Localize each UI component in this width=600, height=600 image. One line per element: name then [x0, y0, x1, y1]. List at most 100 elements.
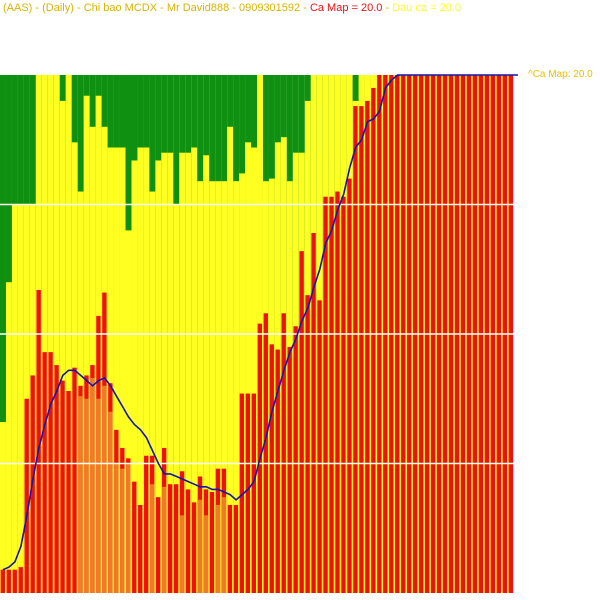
bar-ca-map: [156, 497, 161, 593]
header-separator: -: [32, 2, 43, 14]
bar-yellow: [155, 160, 162, 593]
bar-ca-map: [185, 489, 191, 593]
bar-ca-map: [287, 346, 292, 593]
bar-yellow: [5, 282, 12, 593]
bar-dau-ca: [84, 398, 89, 593]
bar-ca-map: [132, 481, 137, 593]
bar-yellow: [59, 100, 66, 594]
bar-dau-ca: [150, 484, 155, 593]
last-value-label: ^Ca Map: 20.0: [528, 69, 593, 80]
bar-ca-map: [173, 484, 179, 593]
bar-ca-map: [371, 87, 376, 593]
bar-yellow: [221, 181, 228, 593]
bar-ca-map: [275, 349, 280, 593]
bar-dau-ca: [90, 378, 95, 593]
bar-yellow: [143, 147, 150, 593]
header-indicator: Chi bao MCDX: [83, 2, 158, 14]
bar-yellow: [197, 181, 204, 593]
bar-ca-map: [317, 300, 322, 593]
header-author: Mr David888: [166, 2, 230, 14]
bar-ca-map: [335, 191, 340, 594]
bar-yellow: [131, 160, 138, 593]
bar-yellow: [149, 191, 156, 594]
bar-yellow: [245, 142, 252, 593]
bar-ca-map: [365, 100, 370, 594]
bar-ca-map: [233, 504, 239, 593]
bar-ca-map: [138, 504, 143, 593]
bar-ca-map: [36, 289, 41, 593]
bar-yellow: [137, 147, 144, 593]
bar-dau-ca: [215, 504, 221, 593]
bar-yellow: [233, 181, 240, 593]
bar-ca-map: [72, 367, 77, 593]
bar-dau-ca: [179, 515, 185, 593]
bar-ca-map: [60, 380, 65, 593]
bar-dau-ca: [120, 468, 125, 593]
bar-ca-map: [6, 569, 11, 593]
bar-dau-ca: [108, 411, 113, 593]
bar-dau-ca: [221, 497, 227, 593]
bar-ca-map: [191, 502, 197, 593]
bar-yellow: [185, 152, 192, 593]
bar-ca-map: [42, 352, 47, 593]
bar-ca-map: [347, 178, 352, 593]
bar-yellow: [161, 152, 168, 593]
bar-ca-map: [281, 313, 286, 593]
bar-ca-map: [54, 365, 59, 593]
bar-dau-ca: [197, 499, 203, 593]
bar-yellow: [203, 155, 210, 594]
bar-ca-map: [323, 196, 328, 594]
bar-ca-map: [263, 313, 268, 593]
bar-yellow: [83, 95, 90, 593]
header-separator: -: [73, 2, 84, 14]
bar-ca-map: [251, 393, 256, 593]
bar-yellow: [0, 422, 6, 593]
header-ticker: (AAS): [3, 2, 33, 14]
bar-yellow: [71, 142, 78, 593]
bar-dau-ca: [114, 463, 119, 593]
bar-ca-map: [299, 251, 304, 593]
bar-yellow: [173, 204, 180, 593]
bar-yellow: [119, 147, 126, 593]
bar-yellow: [251, 147, 257, 593]
bar-ca-map: [353, 106, 358, 593]
bar-ca-map: [359, 106, 364, 593]
bar-dau-ca: [126, 463, 131, 593]
bar-ca-map: [66, 390, 71, 593]
header-separator: -: [229, 2, 239, 14]
bar-yellow: [125, 230, 132, 593]
grid-layer: [0, 203, 514, 465]
bar-ca-map: [209, 491, 215, 593]
bar-yellow: [179, 152, 186, 593]
bar-ca-map: [311, 232, 316, 594]
bar-yellow: [239, 173, 246, 594]
bar-dau-ca: [161, 486, 167, 593]
bar-ca-map: [12, 569, 17, 593]
bar-ca-map: [0, 569, 5, 593]
header-separator: -: [300, 2, 310, 14]
bar-ca-map: [269, 344, 274, 593]
bar-ca-map: [227, 504, 233, 593]
bar-yellow: [113, 147, 120, 593]
bar-yellow: [191, 147, 198, 593]
bar-ca-map: [24, 398, 29, 593]
bar-ca-map: [18, 567, 23, 593]
bar-ca-map: [167, 484, 173, 593]
bar-ca-map: [48, 352, 53, 593]
bar-ca-map: [329, 196, 334, 594]
bar-ca-map: [245, 393, 251, 593]
bar-ca-map: [144, 455, 149, 593]
bar-ca-map: [341, 196, 346, 594]
header-ca-map-label: Ca Map = 20.0: [309, 2, 383, 14]
header-dau-ca-label: Dau ca = 20.0: [392, 2, 461, 14]
bar-ca-map: [239, 393, 245, 593]
trend-line: [2, 74, 518, 571]
bar-ca-map: [293, 326, 298, 593]
header-period: (Daily): [42, 2, 74, 14]
bar-dau-ca: [102, 385, 107, 593]
bar-dau-ca: [78, 396, 83, 593]
bar-yellow: [215, 181, 222, 593]
bar-yellow: [11, 204, 18, 593]
bar-yellow: [209, 181, 216, 593]
